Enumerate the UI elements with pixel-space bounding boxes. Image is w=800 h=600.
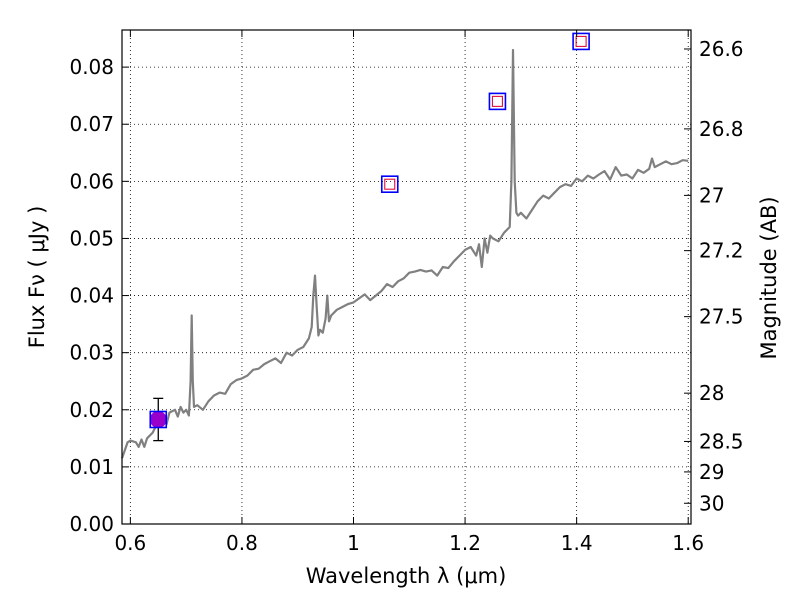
observed-point xyxy=(149,410,167,428)
x-tick-label: 0.6 xyxy=(114,531,146,555)
markers xyxy=(149,32,590,442)
y2-tick-label: 26.6 xyxy=(699,37,744,61)
y-tick-label: 0.00 xyxy=(69,512,114,536)
y-axis-label-text: Flux Fν ( μJy ) xyxy=(25,206,49,349)
y-axis-label: Flux Fν ( μJy ) xyxy=(25,206,49,349)
y2-tick-label: 28 xyxy=(699,381,724,405)
x-axis-label: Wavelength λ (μm) xyxy=(306,564,507,588)
axis-ticks: 0.6 0.8 1 1.2 1.4 1.6 0.00 0.01 0.02 0.03 0.04 0.05… xyxy=(69,30,744,555)
y2-tick-label: 27.5 xyxy=(699,305,744,329)
y2-axis-label-text: Magnitude (AB) xyxy=(757,196,781,359)
spectrum-line xyxy=(120,48,689,459)
model-box-outer xyxy=(572,32,590,51)
y2-tick-label: 27 xyxy=(699,183,724,207)
x-axis-label-text: Wavelength λ (μm) xyxy=(306,564,507,588)
model-box-outer xyxy=(488,92,507,111)
y2-tick-label: 29 xyxy=(699,460,724,484)
y-tick-label: 0.05 xyxy=(69,226,114,250)
plot-data xyxy=(120,32,689,459)
x-tick-label: 1.2 xyxy=(449,531,481,555)
model-box-outer xyxy=(380,175,399,193)
x-tick-label: 1 xyxy=(347,531,360,555)
y2-tick-label: 26.8 xyxy=(699,117,744,141)
y-tick-label: 0.06 xyxy=(69,169,114,193)
y-tick-label: 0.07 xyxy=(69,112,114,136)
plot-frame xyxy=(121,29,692,525)
y2-tick-label: 30 xyxy=(699,491,724,515)
model-box-inner xyxy=(491,95,503,107)
y-tick-label: 0.08 xyxy=(69,55,114,79)
x-tick-label: 1.4 xyxy=(561,531,593,555)
model-box-inner xyxy=(384,178,396,190)
y2-tick-label: 28.5 xyxy=(699,429,744,453)
model-box-outer xyxy=(149,410,168,429)
y-tick-label: 0.04 xyxy=(69,284,114,308)
grid-lines xyxy=(122,30,691,524)
model-box-inner xyxy=(575,35,587,47)
y-tick-label: 0.01 xyxy=(69,455,114,479)
y2-axis-label: Magnitude (AB) xyxy=(757,196,781,359)
y-tick-label: 0.03 xyxy=(69,341,114,365)
y2-tick-label: 27.2 xyxy=(699,239,744,263)
x-tick-label: 1.6 xyxy=(672,531,704,555)
y-tick-label: 0.02 xyxy=(69,398,114,422)
x-tick-label: 0.8 xyxy=(226,531,258,555)
